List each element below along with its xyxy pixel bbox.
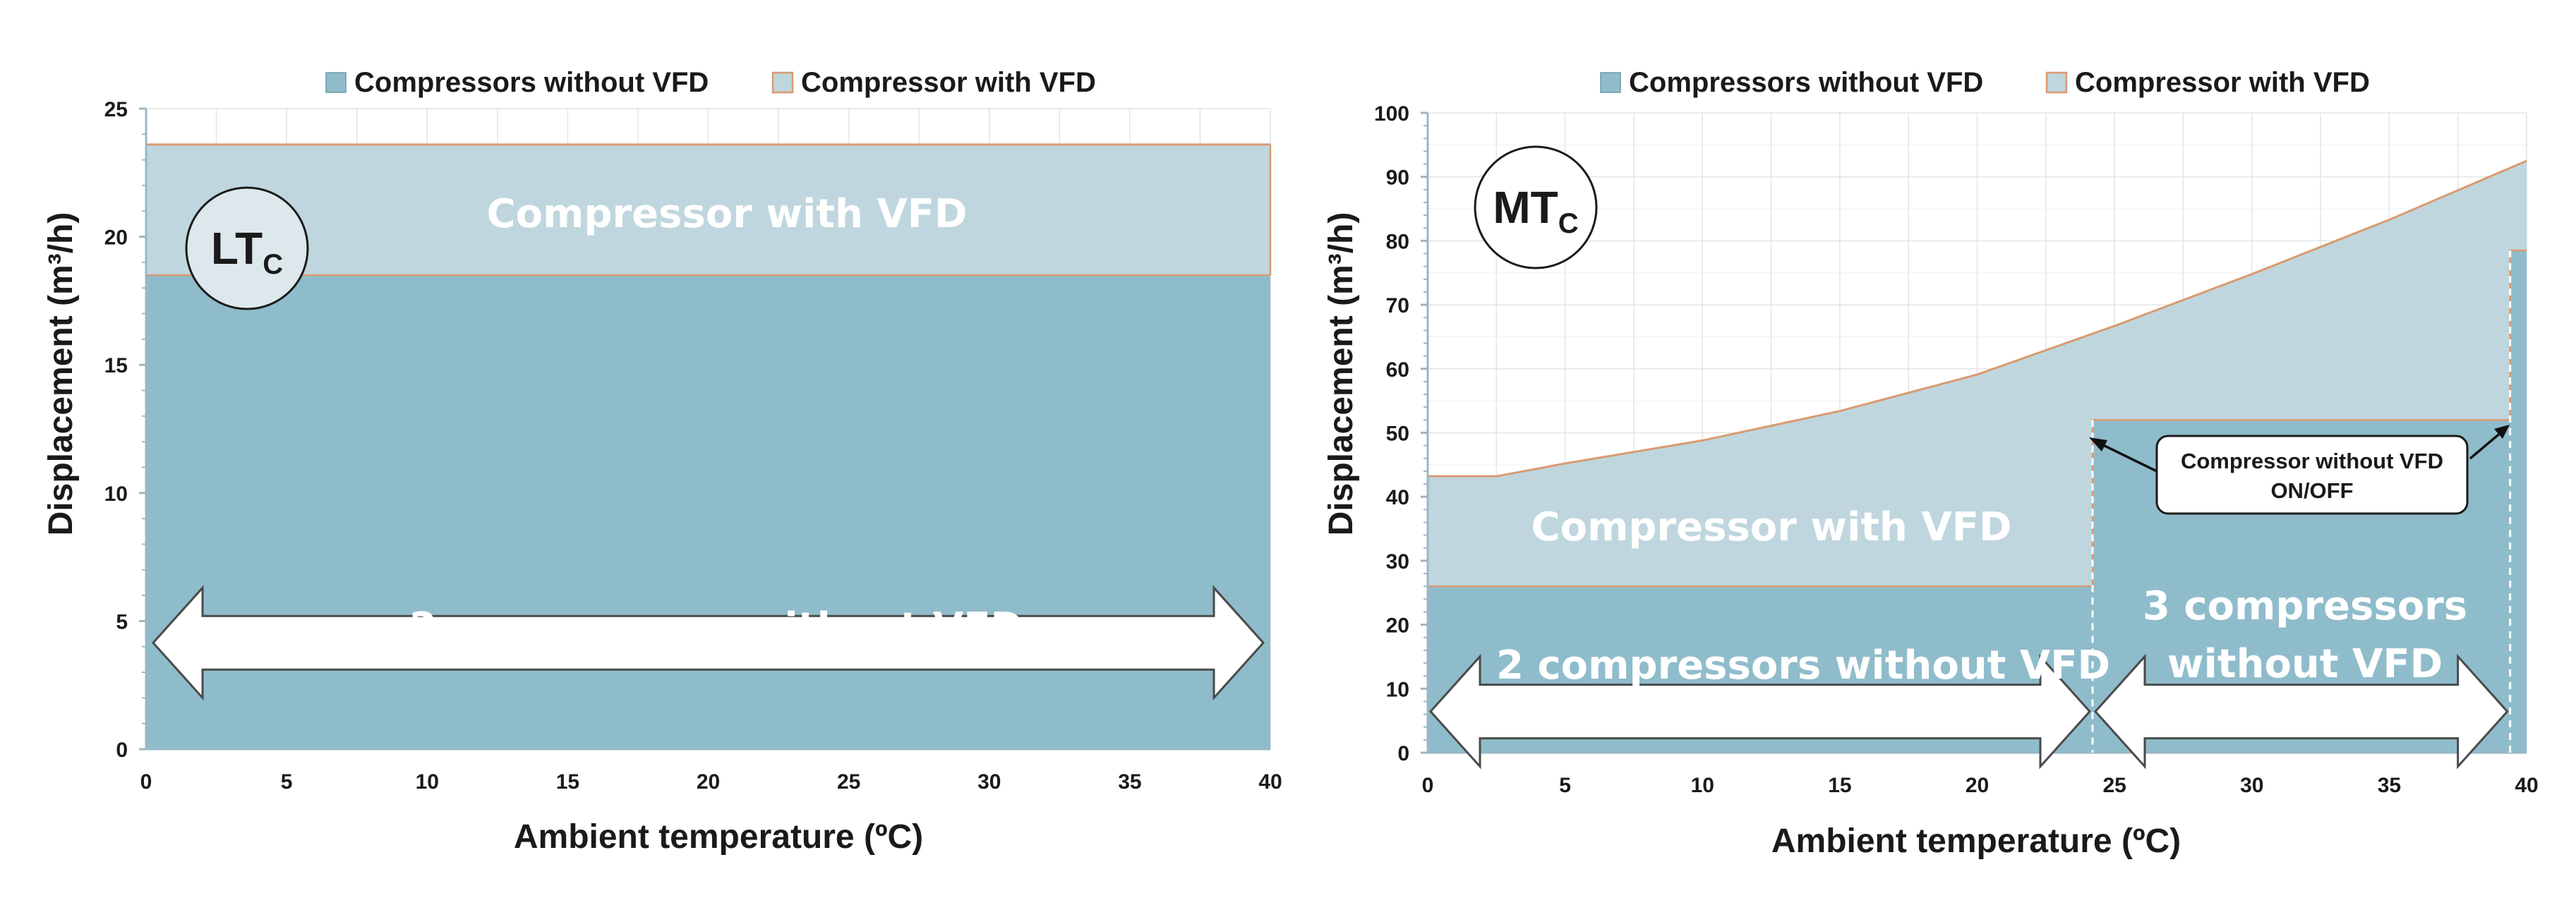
right-step-band-label-line2: without VFD: [2167, 641, 2443, 687]
right-badge-text: MTC: [1493, 182, 1578, 239]
left-y-tick-label: 25: [104, 98, 128, 121]
left-y-axis-title: Displacement (m³/h): [42, 212, 80, 536]
left-y-tick-label: 20: [104, 226, 128, 250]
right-y-axis-title: Displacement (m³/h): [1323, 212, 1360, 536]
right-with-vfd-line: [1428, 159, 2527, 478]
left-x-tick-labels: 0 5 10 15 20 25 30 35 40: [140, 770, 1282, 794]
right-y-tick-label: 90: [1386, 166, 1409, 190]
right-x-tick-label: 0: [1422, 774, 1434, 797]
right-vfd-band-label: Compressor with VFD: [1531, 504, 2012, 550]
right-badge-circle: [1474, 145, 1598, 269]
right-x-tick-label: 35: [2378, 774, 2401, 797]
right-axes: [1421, 111, 2527, 754]
left-badge: LTC: [185, 186, 309, 310]
right-y-tick-label: 20: [1386, 614, 1409, 638]
callout-pointer-left: [2098, 442, 2160, 474]
left-y-tick-labels: 0 5 10 15 20 25: [104, 98, 128, 762]
left-x-tick-label: 10: [416, 770, 439, 794]
right-x-tick-labels: 0 5 10 15 20 25 30 35 40: [1422, 774, 2539, 797]
onoff-callout: Compressor without VFD ON/OFF: [2089, 425, 2510, 515]
right-step-markers: [2091, 250, 2512, 753]
callout-arrowhead-right: [2494, 425, 2510, 439]
callout-box: [2155, 435, 2469, 515]
left-legend-label-with-vfd: Compressor with VFD: [801, 67, 1096, 98]
left-legend-swatch-without-vfd: [325, 72, 347, 93]
right-double-arrow: [2093, 653, 2509, 770]
left-range-arrows: [151, 585, 1265, 701]
right-legend-label-with-vfd: Compressor with VFD: [2075, 67, 2370, 98]
right-legend: Compressors without VFD Compressor with …: [1600, 67, 2370, 98]
left-without-vfd-area: [146, 275, 1270, 750]
left-vfd-band-label: Compressor with VFD: [487, 191, 968, 237]
callout-text-line1: Compressor without VFD: [2181, 449, 2443, 473]
left-legend: Compressors without VFD Compressor with …: [325, 67, 1096, 98]
left-legend-label-without-vfd: Compressors without VFD: [354, 67, 709, 98]
callout-pointer-right: [2469, 430, 2503, 460]
right-y-tick-label: 100: [1374, 102, 1409, 126]
left-y-tick-label: 15: [104, 354, 128, 377]
left-x-tick-label: 15: [556, 770, 579, 794]
right-range-arrows: [1428, 653, 2509, 770]
left-double-arrow: [151, 585, 1265, 701]
left-base-band-label: 2 compressors without VFD: [409, 605, 1023, 650]
right-x-tick-label: 5: [1559, 774, 1571, 797]
right-y-tick-label: 50: [1386, 423, 1409, 446]
right-y-tick-label: 0: [1397, 742, 1409, 765]
right-x-tick-label: 30: [2240, 774, 2263, 797]
left-x-tick-label: 5: [281, 770, 293, 794]
left-y-tick-label: 0: [116, 739, 128, 762]
right-x-tick-label: 10: [1691, 774, 1714, 797]
right-y-tick-label: 70: [1386, 294, 1409, 317]
left-x-tick-label: 35: [1118, 770, 1141, 794]
right-y-tick-label: 30: [1386, 550, 1409, 574]
right-without-vfd-area: [1428, 250, 2527, 753]
right-legend-swatch-with-vfd: [2045, 71, 2068, 94]
right-without-vfd-line: [1428, 249, 2527, 588]
right-x-tick-label: 25: [2102, 774, 2126, 797]
left-y-tick-label: 5: [116, 610, 128, 633]
right-y-tick-label: 40: [1386, 486, 1409, 509]
right-y-tick-labels: 0 10 20 30 40 50 60 70 80 90 100: [1374, 102, 1409, 765]
left-x-tick-label: 40: [1258, 770, 1282, 794]
right-legend-swatch-without-vfd: [1600, 72, 1621, 93]
left-x-tick-label: 30: [977, 770, 1001, 794]
left-chart: Compressors without VFD Compressor with …: [42, 67, 1282, 856]
right-y-tick-label: 60: [1386, 358, 1409, 382]
right-areas: [1428, 159, 2527, 753]
right-base-band-label: 2 compressors without VFD: [1496, 643, 2110, 688]
left-legend-swatch-with-vfd: [771, 71, 794, 94]
right-double-arrow: [1428, 653, 2092, 770]
right-x-axis-title: Ambient temperature (ºC): [1771, 823, 2181, 860]
right-legend-label-without-vfd: Compressors without VFD: [1629, 67, 1983, 98]
callout-text-line2: ON/OFF: [2270, 478, 2353, 503]
right-y-tick-label: 80: [1386, 230, 1409, 253]
right-x-tick-label: 40: [2515, 774, 2538, 797]
right-step-band-label-line1: 3 compressors: [2143, 583, 2467, 629]
right-x-tick-label: 15: [1828, 774, 1851, 797]
left-x-tick-label: 20: [697, 770, 720, 794]
right-y-tick-label: 10: [1386, 678, 1409, 701]
left-badge-text: LTC: [211, 223, 283, 280]
left-with-vfd-area: [146, 144, 1270, 276]
right-chart: Compressors without VFD Compressor with …: [1323, 67, 2539, 860]
callout-arrowhead-left: [2089, 437, 2107, 451]
left-x-axis-title: Ambient temperature (ºC): [514, 818, 923, 856]
left-axes: [139, 107, 1270, 751]
right-badge: MTC: [1474, 145, 1598, 269]
right-x-tick-label: 20: [1966, 774, 1989, 797]
left-y-tick-label: 10: [104, 483, 128, 506]
left-badge-circle: [185, 186, 309, 310]
left-x-tick-label: 0: [140, 770, 152, 794]
left-x-tick-label: 25: [837, 770, 860, 794]
